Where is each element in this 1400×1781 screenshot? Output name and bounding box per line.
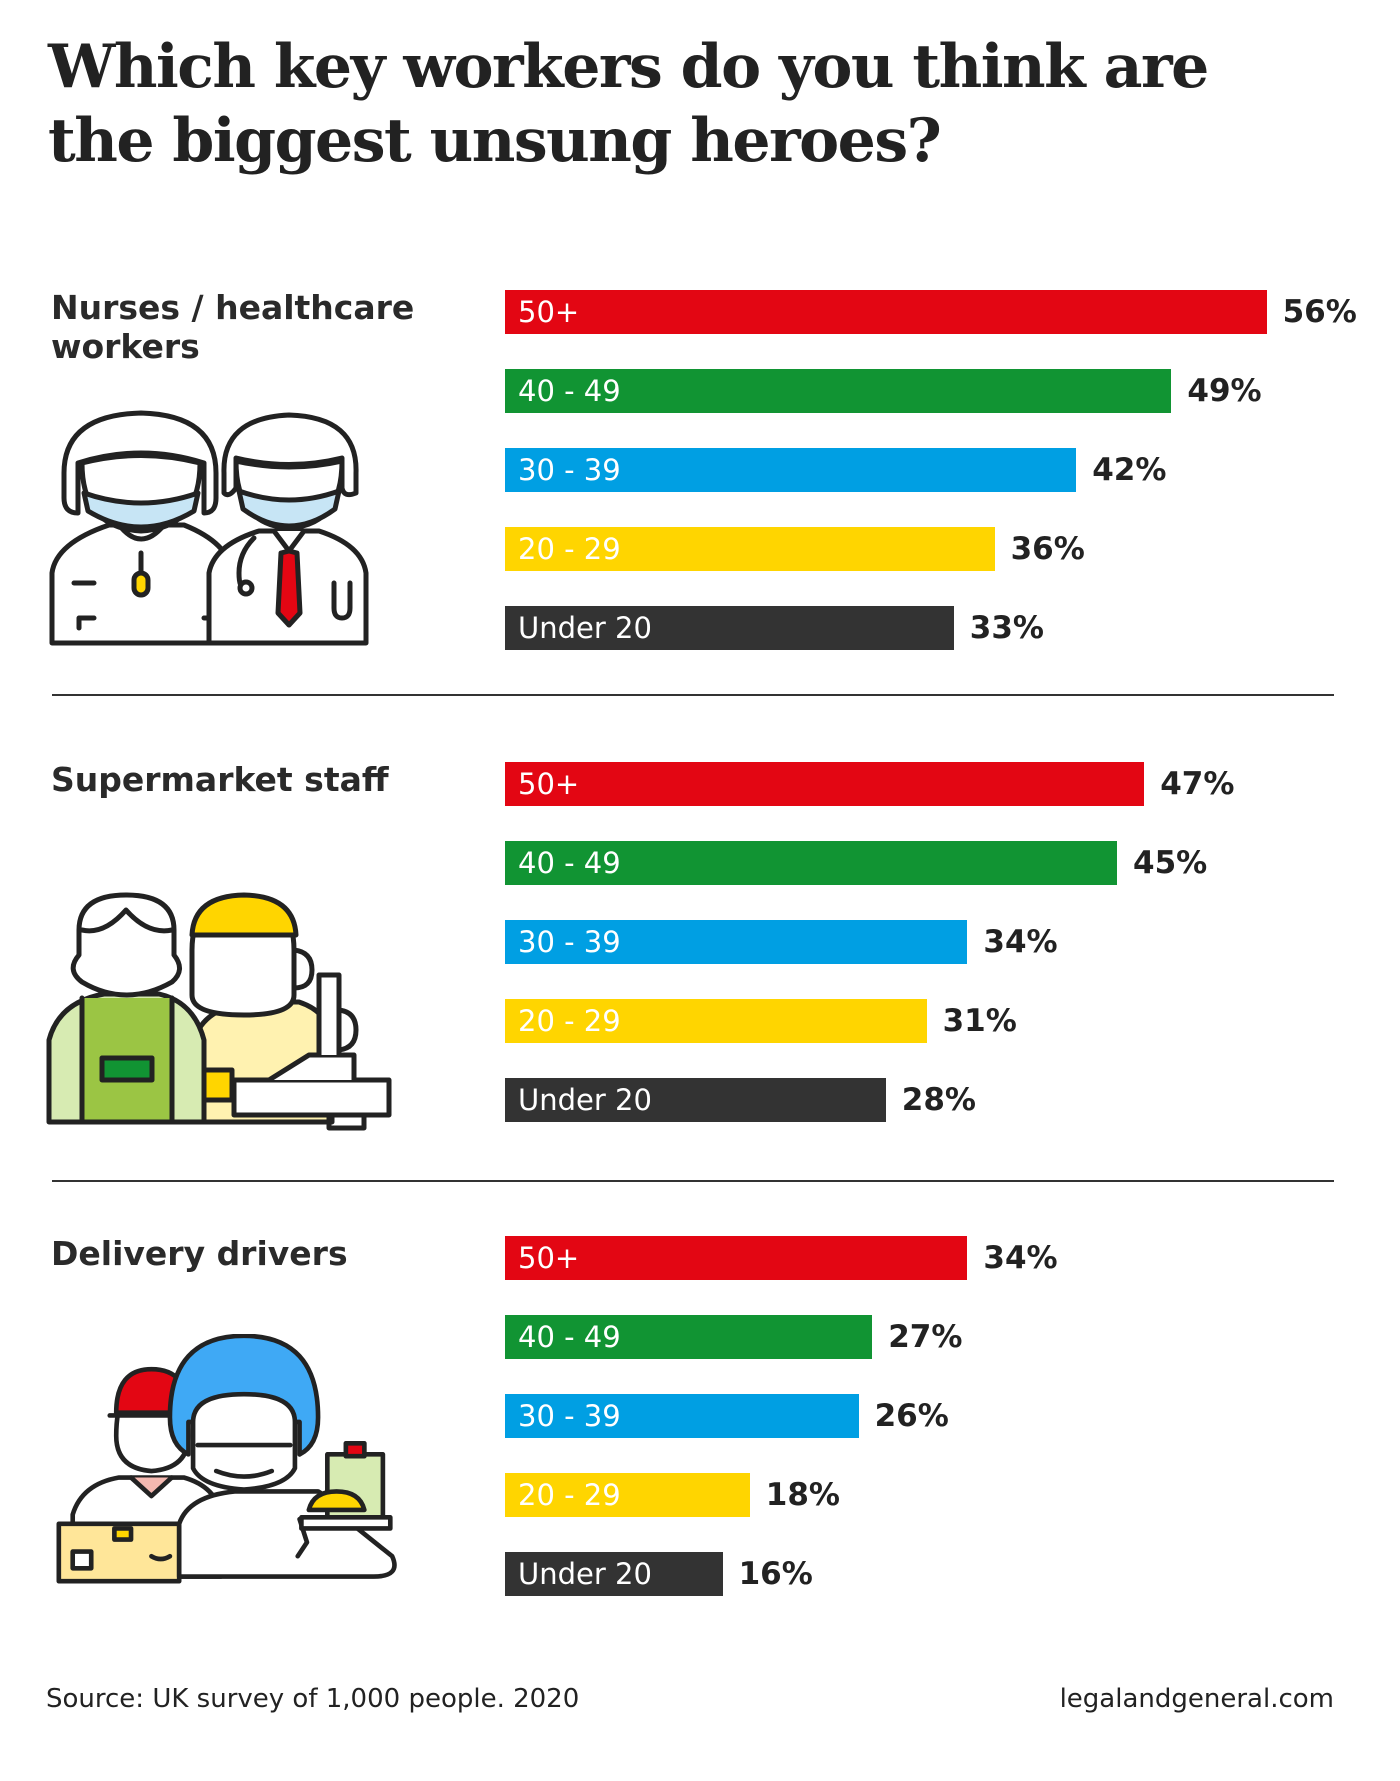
bar: 40 - 49 (505, 1315, 873, 1359)
bar: Under 20 (505, 606, 954, 650)
bar-value-label: 34% (983, 924, 1058, 960)
chart-section-delivery: Delivery drivers 50+ 34% 40 - 49 27% 30 - 39… (0, 1234, 1400, 1644)
chart-title: Which key workers do you think are the b… (48, 32, 1209, 176)
source-note: Source: UK survey of 1,000 people. 2020 (46, 1684, 580, 1714)
bar: 50+ (505, 1236, 968, 1280)
bar-category-label: 20 - 29 (518, 532, 621, 566)
bar: 20 - 29 (505, 527, 995, 571)
section-divider (52, 694, 1334, 696)
bar-category-label: 50+ (518, 295, 580, 329)
bar-category-label: Under 20 (518, 1557, 652, 1591)
bar: 40 - 49 (505, 841, 1117, 885)
bar-value-label: 31% (942, 1003, 1017, 1039)
bar: 50+ (505, 290, 1267, 334)
bar-category-label: 30 - 39 (518, 453, 621, 487)
bar-value-label: 56% (1282, 294, 1357, 330)
chart-section-healthcare: Nurses / healthcare workers 50+ 56% 40 - 4… (0, 288, 1400, 698)
bar-category-label: 40 - 49 (518, 374, 621, 408)
chart-section-supermarket: Supermarket staff 50+ 47% 40 - 49 45% 30 - 3… (0, 760, 1400, 1170)
bar-value-label: 27% (888, 1319, 963, 1355)
bar: 30 - 39 (505, 448, 1077, 492)
bar-category-label: 50+ (518, 1241, 580, 1275)
bar-category-label: 30 - 39 (518, 1399, 621, 1433)
bar-category-label: 50+ (518, 767, 580, 801)
bar-value-label: 28% (901, 1082, 976, 1118)
bar-value-label: 33% (969, 610, 1044, 646)
bar: 30 - 39 (505, 1394, 859, 1438)
bar-value-label: 34% (983, 1240, 1058, 1276)
bar-value-label: 26% (874, 1398, 949, 1434)
healthcare-workers-icon (49, 410, 369, 646)
bar-category-label: 20 - 29 (518, 1478, 621, 1512)
bar-value-label: 49% (1187, 373, 1262, 409)
bar: Under 20 (505, 1078, 886, 1122)
bar-category-label: 40 - 49 (518, 846, 621, 880)
bar: 30 - 39 (505, 920, 968, 964)
bar: 20 - 29 (505, 999, 927, 1043)
bar-value-label: 36% (1010, 531, 1085, 567)
bar-value-label: 47% (1160, 766, 1235, 802)
bar-value-label: 18% (765, 1477, 840, 1513)
bar-category-label: Under 20 (518, 611, 652, 645)
section-title: Nurses / healthcare workers (51, 288, 415, 366)
section-divider (52, 1180, 1334, 1182)
supermarket-staff-icon (46, 892, 392, 1131)
bar-value-label: 45% (1133, 845, 1208, 881)
bar-category-label: 40 - 49 (518, 1320, 621, 1354)
delivery-drivers-icon (56, 1334, 397, 1584)
bar: 20 - 29 (505, 1473, 750, 1517)
bar-value-label: 42% (1092, 452, 1167, 488)
bar: 50+ (505, 762, 1145, 806)
bar-category-label: 30 - 39 (518, 925, 621, 959)
section-title: Delivery drivers (51, 1234, 348, 1273)
website-link[interactable]: legalandgeneral.com (1059, 1684, 1334, 1714)
section-title: Supermarket staff (51, 760, 389, 799)
bar-category-label: Under 20 (518, 1083, 652, 1117)
bar-value-label: 16% (738, 1556, 813, 1592)
bar: Under 20 (505, 1552, 723, 1596)
bar: 40 - 49 (505, 369, 1172, 413)
bar-category-label: 20 - 29 (518, 1004, 621, 1038)
